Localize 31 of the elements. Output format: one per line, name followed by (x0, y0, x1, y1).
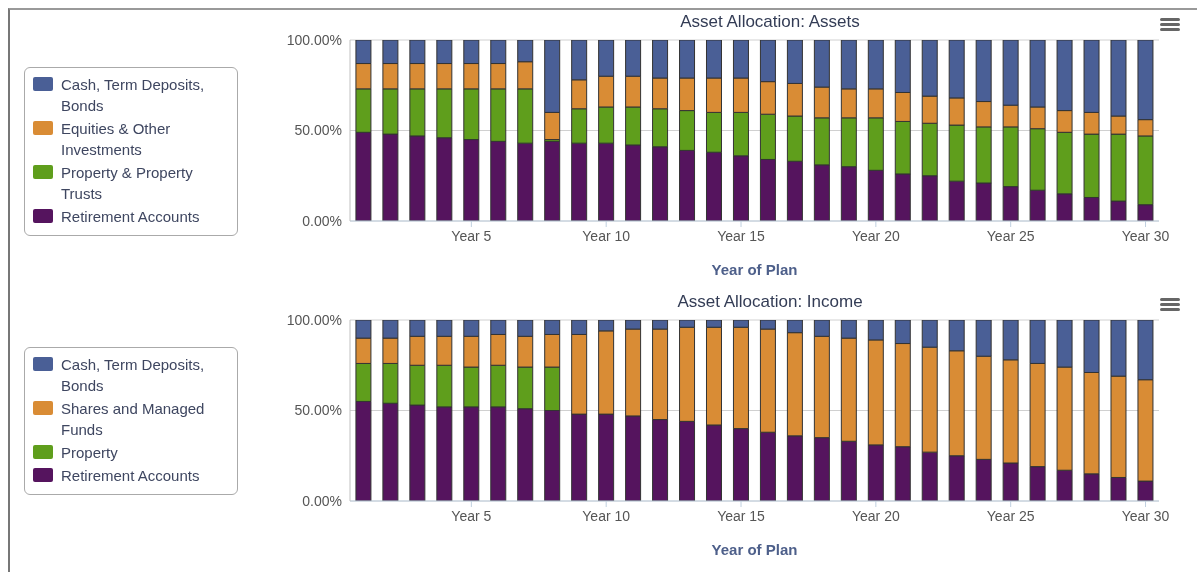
x-tick-label: Year 10 (582, 508, 631, 524)
y-tick-label: 0.00% (302, 212, 342, 229)
x-tick-label: Year 25 (986, 228, 1035, 244)
x-tick-label: Year 30 (1121, 508, 1170, 524)
x-axis-title: Year of Plan (711, 541, 798, 558)
legend-label: Equities & Other Investments (61, 119, 172, 160)
y-tick-label: 0.00% (302, 492, 342, 509)
y-tick-label: 100.00% (286, 311, 342, 328)
legend-label: Property & Property Trusts (61, 163, 194, 204)
y-tick-label: 100.00% (286, 31, 342, 48)
legend-label: Property (61, 443, 118, 463)
x-tick-label: Year 15 (717, 508, 766, 524)
legend-label: Retirement Accounts (61, 207, 200, 227)
bar (544, 140, 561, 221)
legend-label: Cash, Term Deposits, Bonds (61, 355, 206, 396)
legend-label: Shares and Managed Funds (61, 399, 206, 440)
legend-label: Retirement Accounts (61, 466, 200, 486)
x-tick-label: Year 25 (986, 508, 1035, 524)
chart-title: Asset Allocation: Income (676, 292, 864, 312)
x-tick-label: Year 15 (717, 228, 766, 244)
x-tick-label: Year 10 (582, 228, 631, 244)
y-tick-label: 50.00% (294, 402, 342, 419)
chart-title: Asset Allocation: Assets (679, 12, 861, 32)
x-tick-label: Year 5 (451, 228, 492, 244)
x-tick-label: Year 30 (1121, 228, 1170, 244)
legend-label: Cash, Term Deposits, Bonds (61, 75, 206, 116)
x-tick-label: Year 20 (851, 228, 900, 244)
x-tick-label: Year 5 (451, 508, 492, 524)
y-tick-label: 50.00% (294, 122, 342, 139)
x-tick-label: Year 20 (851, 508, 900, 524)
x-axis-title: Year of Plan (711, 261, 798, 278)
